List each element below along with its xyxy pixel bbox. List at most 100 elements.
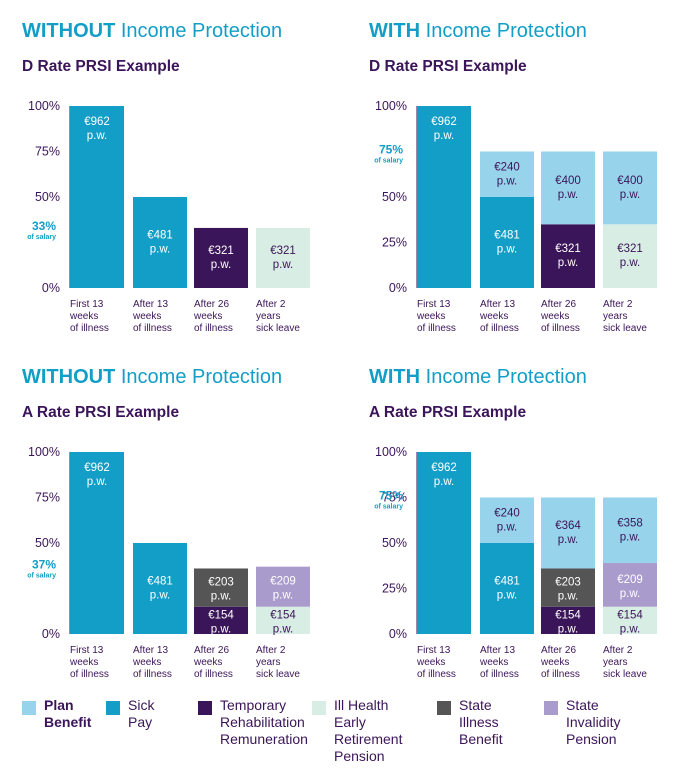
salary-percent-annotation: 75% [379,489,403,503]
bar-segment-plan-benefit [541,151,595,225]
bar-segment-ill-health-early-retirement [603,606,657,634]
salary-percent-annotation: 37% [32,558,56,572]
legend: Plan Benefit Sick Pay Temporary Rehabili… [22,697,682,764]
bar-value-label: €240 p.w. [494,507,520,533]
bar-value-label: €209 p.w. [270,576,296,602]
legend-label: State Invalidity Pension [566,697,621,747]
bar-segment-sick-pay [70,106,124,288]
bar-segment-sick-pay [480,543,534,634]
bar-segment-plan-benefit [603,151,657,225]
y-tick-label: 100% [28,445,60,459]
bar-value-label: €481 p.w. [147,576,173,602]
y-tick-label: 100% [375,445,407,459]
bar-value-label: €481 p.w. [494,576,520,602]
y-tick-label: 0% [42,627,60,641]
bar-segment-sick-pay [480,197,534,288]
bar-value-label: €321 p.w. [270,245,296,271]
bar-segment-ill-health-early-retirement [603,224,657,288]
category-label: After 13 weeks of illness [132,645,172,680]
legend-label: Sick Pay [128,697,155,730]
category-label: After 26 weeks of illness [540,645,580,680]
category-label: After 13 weeks of illness [132,299,172,334]
salary-percent-annotation: 75% [379,143,403,157]
bar-value-label: €358 p.w. [617,517,643,543]
legend-label: Ill Health Early Retirement Pension [334,697,403,764]
panel-with-d-rate: WITH Income Protection D Rate PRSI Examp… [369,20,688,365]
legend-label: Plan Benefit [44,697,92,730]
y-tick-label: 0% [389,627,407,641]
category-label: First 13 weeks of illness [69,299,109,334]
panel-subtitle: D Rate PRSI Example [22,58,180,75]
y-tick-label: 0% [389,281,407,295]
chart-with-d-rate: 0% 25% 50% 100% 75%of salary €962 p.w. €481 p.w.… [374,99,657,334]
bar-value-label: €364 p.w. [555,520,581,546]
bar-value-label: €962 p.w. [84,462,110,488]
bar-value-label: €400 p.w. [555,175,581,201]
y-tick-label: 50% [35,190,60,204]
y-tick-label: 25% [382,582,407,596]
bar-value-label: €154 p.w. [555,609,581,635]
bar-segment-plan-benefit [541,497,595,569]
y-tick-label: 75% [382,491,407,505]
panel-without-a-rate: WITHOUT Income Protection A Rate PRSI Ex… [22,366,362,711]
y-tick-label: 50% [382,536,407,550]
salary-percent-sublabel: of salary [27,573,56,580]
category-label: After 2 years sick leave [256,299,300,334]
category-label: After 2 years sick leave [603,299,647,334]
category-label: After 26 weeks of illness [193,299,233,334]
y-tick-label: 50% [382,190,407,204]
bar-segment-ill-health-early-retirement [256,606,310,634]
panel-subtitle: D Rate PRSI Example [369,58,527,75]
salary-percent-annotation: 33% [32,219,56,233]
panel-title: WITH Income Protection [369,20,587,42]
bar-segment-sick-pay [417,106,471,288]
legend-swatch [106,701,120,715]
bar-value-label: €962 p.w. [84,116,110,142]
bar-value-label: €203 p.w. [208,577,234,603]
category-label: After 2 years sick leave [256,645,300,680]
bar-segment-ill-health-early-retirement [256,227,310,288]
bar-segment-temporary-rehab [541,606,595,634]
panel-title: WITH Income Protection [369,366,587,388]
bar-segment-plan-benefit [603,497,657,564]
y-tick-label: 25% [382,236,407,250]
bar-value-label: €209 p.w. [617,574,643,600]
panel-subtitle: A Rate PRSI Example [22,404,180,421]
salary-percent-sublabel: of salary [27,234,56,241]
bar-value-label: €481 p.w. [147,230,173,256]
panel-title: WITHOUT Income Protection [22,366,283,388]
legend-swatch [22,701,36,715]
category-label: After 13 weeks of illness [479,299,519,334]
bar-segment-sick-pay [133,543,187,634]
category-label: First 13 weeks of illness [416,645,456,680]
bar-segment-temporary-rehab [194,606,248,634]
bar-value-label: €481 p.w. [494,230,520,256]
bar-value-label: €240 p.w. [494,161,520,187]
y-tick-label: 50% [35,536,60,550]
category-label: After 26 weeks of illness [193,645,233,680]
bar-segment-temporary-rehab [541,224,595,288]
y-tick-label: 100% [28,99,60,113]
legend-swatch [544,701,558,715]
bar-value-label: €321 p.w. [208,245,234,271]
bar-segment-plan-benefit [480,497,534,543]
chart-without-d-rate: 0% 50% 75% 100% 33%of salary €962 p.w. €481 p.w.… [27,99,310,334]
category-label: After 26 weeks of illness [540,299,580,334]
chart-without-a-rate: 0% 50% 75% 100% 37%of salary €962 p.w. €481 p.w.… [27,445,310,680]
bar-value-label: €154 p.w. [270,609,296,635]
panel-without-d-rate: WITHOUT Income Protection D Rate PRSI Ex… [22,20,362,365]
category-label: After 2 years sick leave [603,645,647,680]
legend-swatch [312,701,326,715]
chart-with-a-rate: 0%25%50%75%100%75%of salary€962 p.w.€481 p… [374,445,657,680]
panel-with-a-rate: WITH Income Protection A Rate PRSI Examp… [369,366,688,711]
bar-value-label: €154 p.w. [208,609,234,635]
y-tick-label: 100% [375,99,407,113]
bar-segment-sick-pay [133,197,187,288]
legend-label: State Illness Benefit [459,697,503,747]
category-label: First 13 weeks of illness [416,299,456,334]
bar-segment-sick-pay [417,452,471,634]
bar-value-label: €962 p.w. [431,462,457,488]
category-label: First 13 weeks of illness [69,645,109,680]
bar-value-label: €321 p.w. [555,243,581,269]
category-label: After 13 weeks of illness [479,645,519,680]
